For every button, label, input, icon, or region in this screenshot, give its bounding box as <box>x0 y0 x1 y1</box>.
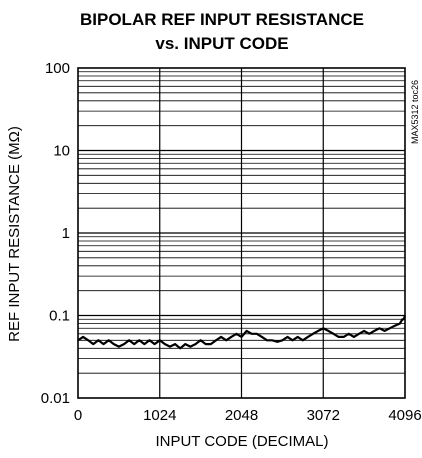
y-tick-label: 0.01 <box>41 390 70 407</box>
y-tick-label: 100 <box>45 60 70 77</box>
data-point <box>388 327 391 330</box>
data-point <box>128 339 130 342</box>
x-tick-label: 1024 <box>143 407 176 424</box>
data-point <box>363 330 365 332</box>
data-point <box>317 330 319 332</box>
x-tick-label: 4096 <box>388 407 421 424</box>
data-point <box>148 339 151 342</box>
data-point <box>210 343 212 345</box>
data-point <box>82 336 84 338</box>
data-point <box>373 330 376 332</box>
data-point <box>342 336 345 338</box>
data-point <box>123 343 125 345</box>
data-point <box>102 343 105 345</box>
data-point <box>296 336 299 338</box>
data-point <box>281 339 284 342</box>
y-axis-label: REF INPUT RESISTANCE (MΩ) <box>6 126 23 342</box>
data-point <box>291 339 294 342</box>
data-point <box>327 330 330 332</box>
data-point <box>266 339 268 342</box>
data-point <box>189 345 192 348</box>
data-point <box>368 333 371 335</box>
data-point <box>235 333 238 335</box>
data-point <box>276 341 279 343</box>
data-point <box>133 343 135 345</box>
data-point <box>353 336 355 338</box>
data-point <box>322 327 325 330</box>
x-tick-labels: 0 1024 2048 3072 4096 <box>74 407 422 424</box>
data-point <box>401 318 404 321</box>
data-point <box>204 343 207 345</box>
data-point <box>307 336 309 338</box>
data-point <box>399 322 401 325</box>
data-point <box>286 336 289 338</box>
data-point <box>220 336 222 338</box>
data-point <box>107 339 110 342</box>
data-point <box>337 336 340 338</box>
data-point <box>250 333 253 335</box>
x-tick-label: 0 <box>74 407 82 424</box>
x-tick-label: 2048 <box>225 407 258 424</box>
data-point <box>402 318 405 321</box>
x-axis-label: INPUT CODE (DECIMAL) <box>155 433 328 450</box>
data-point <box>194 343 197 345</box>
data-point <box>358 333 360 335</box>
data-point <box>159 339 161 342</box>
data-point <box>261 336 263 338</box>
chart-title: BIPOLAR REF INPUT RESISTANCE <box>80 10 364 29</box>
data-point <box>240 336 243 338</box>
data-point <box>87 339 89 342</box>
data-point <box>174 343 176 345</box>
data-point <box>138 339 141 342</box>
data-point <box>169 345 171 348</box>
data-point <box>255 333 258 335</box>
data-point <box>230 336 233 338</box>
plot-frame <box>77 67 406 399</box>
data-point <box>153 343 156 345</box>
data-point <box>245 330 248 332</box>
y-tick-labels: 0.01 0.1 1 10 100 <box>41 60 70 407</box>
data-point <box>302 339 304 342</box>
chart-subtitle: vs. INPUT CODE <box>155 34 288 53</box>
data-point <box>225 339 227 342</box>
series-group <box>77 314 407 350</box>
data-point <box>271 339 274 342</box>
figure-id: MAX5312 toc26 <box>410 80 420 144</box>
data-point <box>312 333 314 335</box>
data-point <box>97 339 100 342</box>
grid <box>78 68 405 398</box>
data-point <box>215 339 217 342</box>
data-point <box>383 330 386 332</box>
y-tick-label: 10 <box>53 143 70 160</box>
data-point <box>179 347 181 350</box>
data-point <box>378 327 381 330</box>
data-point <box>113 343 115 345</box>
data-point <box>92 343 95 345</box>
data-point <box>164 343 166 345</box>
data-point <box>348 333 350 335</box>
data-point <box>184 343 187 345</box>
data-point <box>118 345 120 348</box>
data-point <box>332 333 335 335</box>
data-point <box>199 339 202 342</box>
data-point <box>394 325 396 327</box>
data-point <box>143 343 146 345</box>
y-tick-label: 1 <box>62 225 70 242</box>
x-tick-label: 3072 <box>307 407 340 424</box>
y-tick-label: 0.1 <box>49 308 70 325</box>
